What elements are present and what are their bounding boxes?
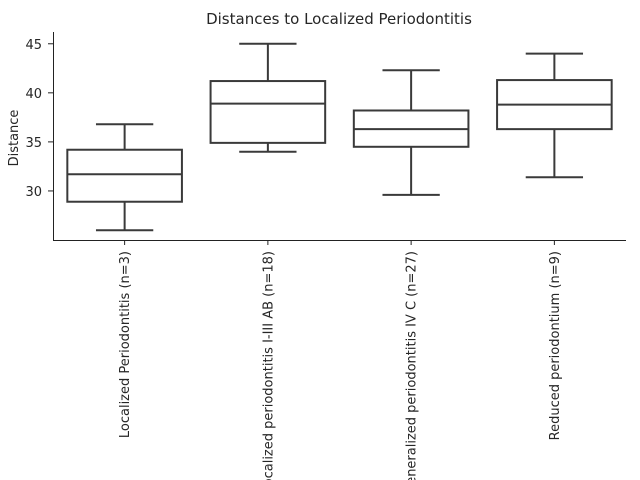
box-3 [352,69,470,196]
x-tick-label: Localized Periodontitis (n=3) [118,251,133,438]
iqr-box [66,148,183,203]
x-tick-label: Reduced periodontium (n=9) [548,251,563,440]
box-1 [66,123,183,232]
iqr-box [209,80,327,144]
y-tick-label: 30 [25,185,42,200]
y-tick-label: 35 [25,136,42,151]
box-2 [209,42,327,153]
x-tick-label: Generalized periodontitis IV C (n=27) [405,251,420,480]
y-tick-label: 40 [25,87,42,102]
chart-title: Distances to Localized Periodontitis [206,10,472,28]
x-axis-ticks: Localized Periodontitis (n=3) Localized p… [118,240,563,480]
box-4 [496,52,613,179]
box-series [66,42,613,232]
x-tick-label: Localized periodontitis I-III AB (n=18) [261,251,276,480]
y-axis-label: Distance [7,110,22,167]
y-axis-ticks: 30 35 40 45 [25,38,53,200]
y-tick-label: 45 [25,38,42,53]
